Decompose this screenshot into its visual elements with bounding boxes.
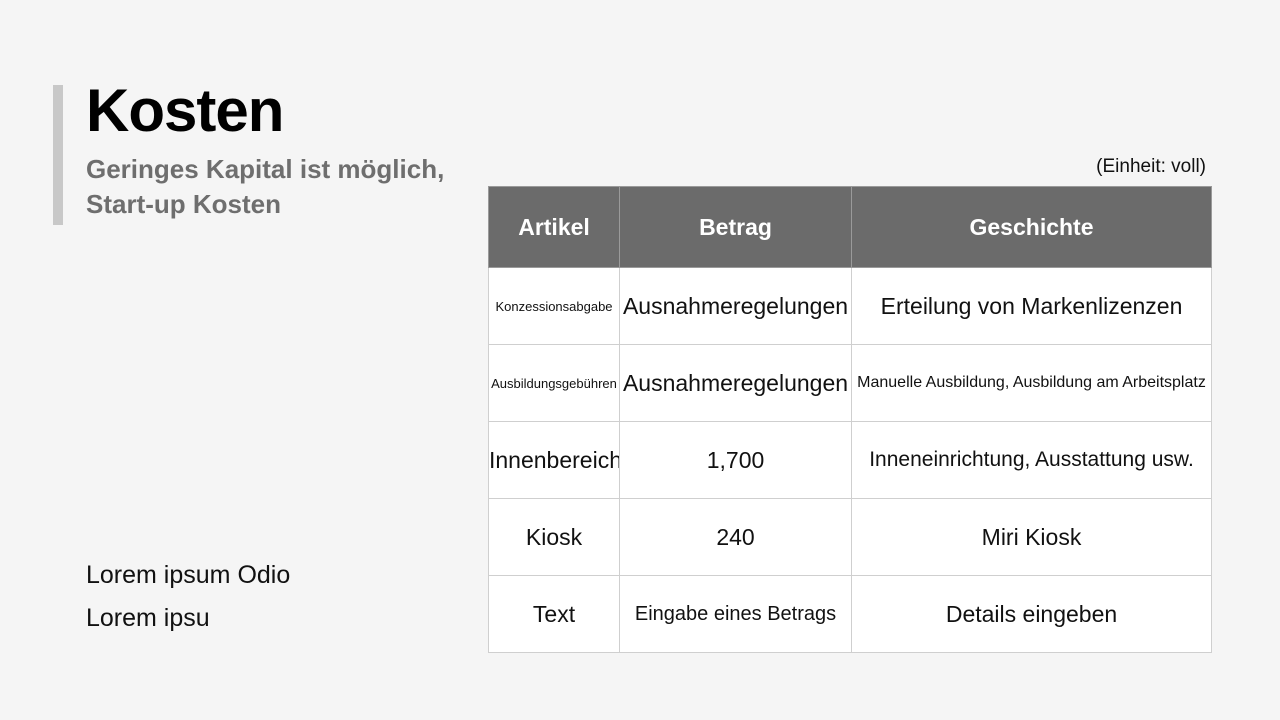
table-cell: Konzessionsabgabe (488, 267, 620, 345)
table-row: Innenbereich 1,700 Inneneinrichtung, Aus… (488, 421, 1212, 499)
table-cell: Erteilung von Markenlizenzen (851, 267, 1212, 345)
table-cell: Text (488, 575, 620, 653)
header-geschichte: Geschichte (851, 186, 1212, 268)
notes: Lorem ipsum Odio Lorem ipsu (86, 554, 290, 640)
table-cell: 240 (619, 498, 852, 576)
table-row: Kiosk 240 Miri Kiosk (488, 498, 1212, 576)
table-cell: Kiosk (488, 498, 620, 576)
table-cell: Ausnahmeregelungen (619, 344, 852, 422)
note-line: Lorem ipsu (86, 604, 210, 632)
table-cell: Manuelle Ausbildung, Ausbildung am Arbei… (851, 344, 1212, 422)
table-cell: Ausnahmeregelungen (619, 267, 852, 345)
table-cell: Miri Kiosk (851, 498, 1212, 576)
subtitle-line: Geringes Kapital ist möglich, (86, 154, 445, 184)
header-betrag: Betrag (619, 186, 852, 268)
note-line: Lorem ipsum Odio (86, 561, 291, 589)
page-subtitle: Geringes Kapital ist möglich, Start-up K… (86, 152, 444, 222)
table-cell: Innenbereich (488, 421, 620, 499)
table-cell: 1,700 (619, 421, 852, 499)
unit-label: (Einheit: voll) (1096, 156, 1206, 177)
table-cell: Ausbildungsgebühren (488, 344, 620, 422)
table-row: Text Eingabe eines Betrags Details einge… (488, 575, 1212, 653)
subtitle-line: Start-up Kosten (86, 189, 281, 219)
table-cell: Details eingeben (851, 575, 1212, 653)
table-header-row: Artikel Betrag Geschichte (488, 186, 1212, 268)
page-title: Kosten (86, 77, 284, 144)
header-artikel: Artikel (488, 186, 620, 268)
table-row: Konzessionsabgabe Ausnahmeregelungen Ert… (488, 267, 1212, 345)
table-row: Ausbildungsgebühren Ausnahmeregelungen M… (488, 344, 1212, 422)
table-cell: Eingabe eines Betrags (619, 575, 852, 653)
accent-bar (53, 85, 63, 225)
cost-table: Artikel Betrag Geschichte Konzessionsabg… (488, 186, 1212, 653)
table-cell: Inneneinrichtung, Ausstattung usw. (851, 421, 1212, 499)
